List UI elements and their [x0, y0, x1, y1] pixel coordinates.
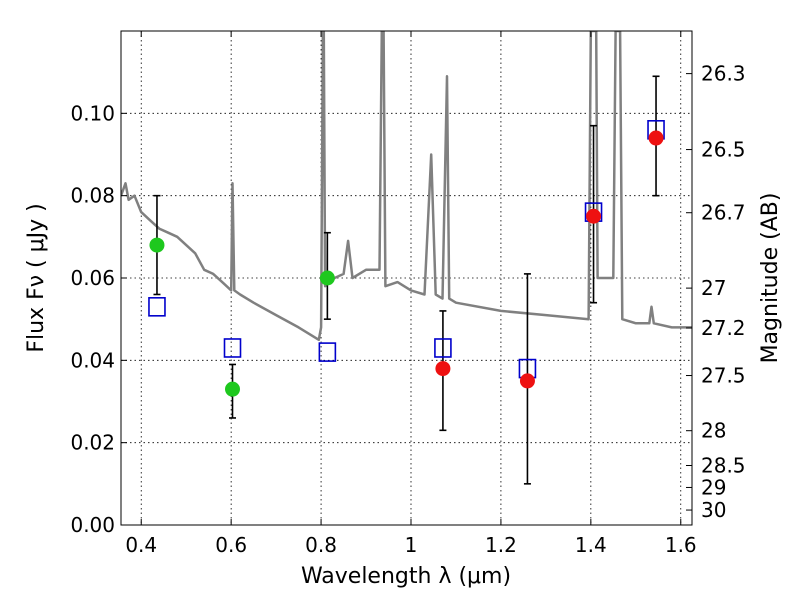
- magnitude-tick-label: 29: [701, 475, 726, 499]
- x-tick-label: 0.8: [305, 533, 337, 557]
- y-tick-label: 0.02: [70, 431, 115, 455]
- y-tick-label: 0.04: [70, 348, 115, 372]
- y-tick-label: 0.00: [70, 513, 115, 537]
- red-data-point: [519, 373, 535, 389]
- y-tick-label: 0.08: [70, 184, 115, 208]
- y-axis: 0.00 0.02 0.04 0.06 0.08 0.10: [70, 101, 127, 537]
- magnitude-tick-label: 30: [701, 498, 726, 522]
- y-tick-label: 0.06: [70, 266, 115, 290]
- x-tick-label: 1.4: [575, 533, 607, 557]
- magnitude-tick-label: 27.2: [701, 316, 746, 340]
- x-tick-label: 0.4: [125, 533, 157, 557]
- magnitude-tick-label: 26.7: [701, 201, 746, 225]
- red-data-point: [586, 208, 602, 224]
- magnitude-tick-label: 27: [701, 276, 726, 300]
- x-tick-label: 1.2: [485, 533, 517, 557]
- x-axis-label: Wavelength λ (μm): [301, 564, 511, 589]
- y-axis-label: Flux Fν ( μJy ): [24, 203, 49, 352]
- green-data-point: [319, 270, 335, 286]
- green-data-point: [149, 237, 165, 253]
- x-tick-label: 0.6: [215, 533, 247, 557]
- observed-point-group: [149, 130, 664, 397]
- magnitude-tick-label: 26.5: [701, 138, 746, 162]
- x-axis: 0.4 0.6 0.8 1 1.2 1.4 1.6: [125, 31, 697, 557]
- y-tick-label: 0.10: [70, 101, 115, 125]
- magnitude-tick-label: 27.5: [701, 364, 746, 388]
- model-square: [318, 342, 337, 362]
- magnitude-tick-label: 28: [701, 419, 726, 443]
- red-data-point: [648, 130, 664, 146]
- model-square: [223, 338, 242, 358]
- red-data-point: [435, 361, 451, 377]
- model-square: [434, 338, 452, 358]
- x-tick-label: 1: [405, 533, 418, 557]
- magnitude-tick-label: 26.3: [701, 62, 746, 86]
- model-square: [148, 297, 166, 317]
- magnitude-axis-label: Magnitude (AB): [758, 193, 783, 364]
- magnitude-tick-label: 28.5: [701, 453, 746, 477]
- x-tick-label: 1.6: [665, 533, 697, 557]
- green-data-point: [225, 381, 241, 397]
- sed-template-line: [121, 31, 692, 342]
- model-square-group: [148, 120, 665, 379]
- sed-line-group: [121, 31, 692, 342]
